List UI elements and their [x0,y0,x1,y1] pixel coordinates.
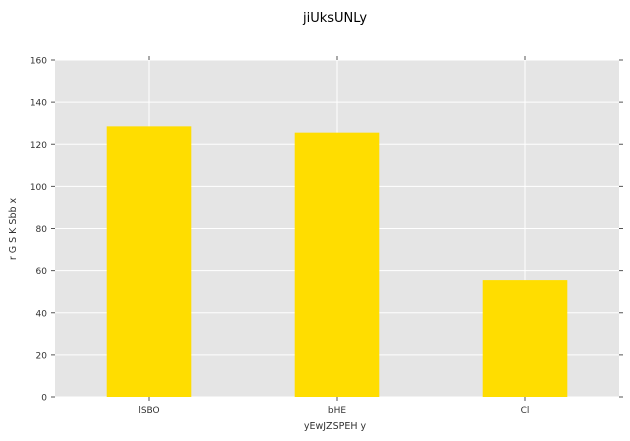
y-tick-label: 100 [30,183,47,193]
bar-cl [482,280,568,397]
y-tick-label: 80 [36,225,48,235]
bar-lsbo [106,126,192,398]
y-tick-label: 60 [36,267,48,277]
y-tick-label: 20 [36,351,48,361]
y-tick-label: 160 [30,57,47,67]
bars [106,126,568,398]
x-axis-label: yEwJZSPEH y [304,421,367,432]
y-tick-label: 120 [30,141,47,151]
y-tick-label: 0 [41,394,47,404]
y-axis-label: r G S K Sbb x [8,197,19,260]
chart-title: jiUksUNLy [302,11,367,26]
y-axis-ticks: 0 20 40 60 80 100 120 140 160 [30,57,623,404]
x-tick-label: Cl [521,406,530,416]
x-axis-ticks: lSBO bHE Cl [138,56,529,416]
y-tick-label: 40 [36,309,48,319]
x-tick-label: lSBO [138,406,159,416]
y-tick-label: 140 [30,99,47,109]
x-tick-label: bHE [328,406,346,416]
bar-bhe [294,132,380,397]
